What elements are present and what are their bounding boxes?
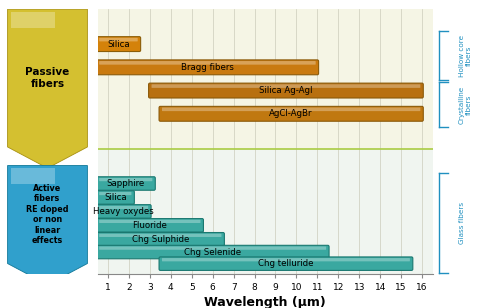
FancyBboxPatch shape — [96, 191, 134, 204]
FancyBboxPatch shape — [99, 246, 326, 250]
FancyBboxPatch shape — [99, 220, 200, 223]
FancyBboxPatch shape — [96, 219, 204, 232]
FancyBboxPatch shape — [152, 84, 420, 88]
Bar — [98, 149, 432, 274]
Text: Chg Selenide: Chg Selenide — [184, 248, 241, 257]
Text: AgCl-AgBr: AgCl-AgBr — [270, 109, 313, 118]
FancyBboxPatch shape — [96, 177, 156, 190]
Text: Silica: Silica — [104, 193, 126, 202]
Text: Active
fibers
RE doped
or non
linear
effects: Active fibers RE doped or non linear eff… — [26, 184, 69, 245]
FancyBboxPatch shape — [162, 107, 420, 111]
FancyBboxPatch shape — [96, 205, 151, 218]
Bar — [98, 9, 432, 149]
FancyBboxPatch shape — [99, 234, 222, 237]
X-axis label: Wavelength (μm): Wavelength (μm) — [204, 296, 326, 308]
Text: Sapphire: Sapphire — [106, 179, 145, 188]
FancyBboxPatch shape — [148, 83, 424, 98]
Text: Bragg fibers: Bragg fibers — [181, 63, 234, 72]
FancyBboxPatch shape — [159, 257, 413, 270]
Polygon shape — [8, 165, 87, 285]
Text: Silica: Silica — [107, 40, 130, 49]
Text: Glass fibers: Glass fibers — [458, 202, 464, 244]
Polygon shape — [12, 12, 56, 28]
FancyBboxPatch shape — [96, 37, 140, 51]
FancyBboxPatch shape — [162, 258, 410, 261]
Polygon shape — [12, 168, 56, 184]
FancyBboxPatch shape — [99, 206, 148, 209]
Text: Chg telluride: Chg telluride — [258, 259, 314, 268]
Text: Heavy oxydes: Heavy oxydes — [94, 207, 154, 216]
Text: Hollow core
fibers: Hollow core fibers — [458, 34, 471, 77]
FancyBboxPatch shape — [99, 178, 152, 181]
FancyBboxPatch shape — [159, 106, 423, 121]
FancyBboxPatch shape — [96, 245, 329, 259]
FancyBboxPatch shape — [96, 233, 224, 246]
Text: Chg Sulphide: Chg Sulphide — [132, 235, 189, 244]
Text: Passive
fibers: Passive fibers — [26, 67, 70, 89]
FancyBboxPatch shape — [99, 38, 138, 41]
Polygon shape — [8, 9, 87, 168]
Text: Silica Ag-AgI: Silica Ag-AgI — [259, 86, 312, 95]
Text: Crystalline
fibers: Crystalline fibers — [458, 85, 471, 124]
Text: Fluoride: Fluoride — [132, 221, 168, 230]
FancyBboxPatch shape — [96, 60, 318, 75]
FancyBboxPatch shape — [99, 61, 316, 65]
FancyBboxPatch shape — [99, 192, 132, 195]
